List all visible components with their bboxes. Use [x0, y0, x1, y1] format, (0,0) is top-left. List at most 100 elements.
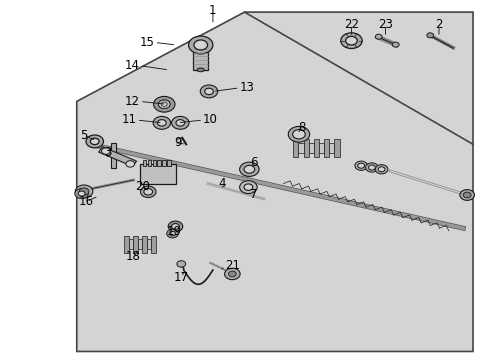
Circle shape [169, 231, 175, 236]
Circle shape [125, 161, 134, 167]
Circle shape [153, 116, 170, 129]
Text: 3: 3 [103, 146, 111, 159]
Text: 15: 15 [140, 36, 154, 49]
Circle shape [75, 185, 93, 198]
Circle shape [158, 100, 170, 109]
Circle shape [171, 116, 189, 129]
Bar [151, 236, 156, 253]
Circle shape [287, 126, 309, 142]
Bar [324, 139, 328, 157]
Bar [318, 143, 324, 153]
Text: 21: 21 [224, 259, 240, 272]
Bar [152, 160, 156, 166]
Circle shape [244, 184, 252, 190]
Circle shape [200, 85, 217, 98]
Circle shape [102, 148, 110, 154]
Circle shape [239, 162, 259, 176]
Text: 4: 4 [219, 177, 226, 190]
Circle shape [194, 40, 207, 50]
Polygon shape [99, 147, 136, 166]
Bar [138, 239, 142, 249]
Text: 7: 7 [250, 188, 258, 201]
Polygon shape [77, 12, 472, 351]
Text: 6: 6 [250, 156, 258, 169]
Text: 11: 11 [122, 113, 136, 126]
Circle shape [75, 189, 88, 199]
Circle shape [171, 224, 179, 229]
Bar [128, 239, 133, 249]
Circle shape [166, 229, 178, 238]
Ellipse shape [197, 45, 204, 49]
Bar [146, 239, 151, 249]
Bar [142, 160, 146, 166]
Circle shape [368, 165, 374, 170]
Circle shape [204, 88, 213, 95]
Circle shape [365, 163, 377, 172]
Bar [293, 139, 298, 157]
Text: 9: 9 [174, 136, 181, 149]
Circle shape [177, 261, 185, 267]
Circle shape [168, 221, 183, 232]
Text: 17: 17 [173, 271, 188, 284]
Circle shape [140, 186, 156, 198]
Text: 5: 5 [80, 129, 87, 142]
Circle shape [345, 36, 357, 45]
Circle shape [244, 165, 254, 173]
Bar [142, 236, 146, 253]
Bar [124, 236, 128, 253]
Circle shape [78, 191, 85, 196]
Circle shape [459, 190, 473, 201]
Bar [162, 160, 165, 166]
Bar [133, 236, 138, 253]
Text: 16: 16 [79, 195, 94, 208]
Text: 1: 1 [209, 4, 216, 17]
Circle shape [462, 192, 470, 198]
Circle shape [161, 102, 167, 107]
Bar [147, 160, 151, 166]
Circle shape [153, 96, 175, 112]
Circle shape [79, 188, 89, 195]
Circle shape [143, 189, 152, 195]
Circle shape [292, 130, 305, 139]
Circle shape [239, 181, 257, 194]
Bar [328, 143, 334, 153]
Bar [334, 139, 339, 157]
Text: 22: 22 [343, 18, 358, 31]
Text: 2: 2 [434, 18, 442, 31]
Circle shape [391, 42, 398, 47]
Text: 8: 8 [298, 121, 305, 134]
Circle shape [340, 33, 362, 49]
Bar [308, 143, 313, 153]
Text: 18: 18 [125, 250, 140, 263]
Bar [193, 47, 207, 70]
Bar [303, 139, 308, 157]
Text: 12: 12 [125, 95, 140, 108]
Circle shape [188, 36, 212, 54]
Circle shape [377, 167, 384, 172]
Circle shape [157, 120, 166, 126]
Circle shape [224, 268, 240, 280]
Text: 20: 20 [135, 180, 149, 193]
Circle shape [357, 163, 364, 168]
Circle shape [86, 135, 103, 148]
Bar [157, 160, 161, 166]
Text: 23: 23 [377, 18, 392, 31]
Circle shape [374, 165, 387, 174]
Circle shape [158, 100, 170, 109]
Bar [298, 143, 303, 153]
Circle shape [374, 34, 381, 39]
Circle shape [426, 33, 433, 38]
Circle shape [354, 161, 367, 170]
Polygon shape [111, 143, 116, 168]
Bar [140, 164, 176, 184]
Ellipse shape [197, 68, 204, 72]
Circle shape [228, 271, 236, 277]
Text: 19: 19 [166, 225, 181, 238]
Bar [313, 139, 318, 157]
Circle shape [90, 138, 99, 145]
Text: 14: 14 [125, 59, 140, 72]
Circle shape [176, 120, 184, 126]
Bar [167, 160, 170, 166]
Text: 10: 10 [203, 113, 218, 126]
Text: 13: 13 [239, 81, 254, 94]
